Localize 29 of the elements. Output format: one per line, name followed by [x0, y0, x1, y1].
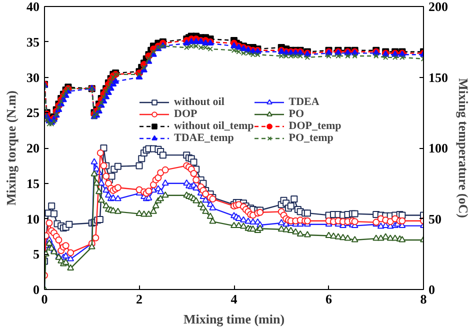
y-tick-label: 30	[26, 70, 40, 85]
legend-label: without oil_temp	[174, 120, 254, 132]
legend-label: TDAE_temp	[174, 132, 234, 144]
y-tick-label: 5	[33, 246, 40, 262]
y-tick-label: 40	[26, 0, 40, 14]
y-tick-label: 25	[26, 105, 40, 120]
y-tick-label: 10	[26, 211, 40, 226]
legend-label: DOP_temp	[288, 120, 342, 132]
legend-label: TDEA	[288, 96, 320, 108]
legend-label: without oil	[174, 96, 224, 108]
y2-tick-label: 100	[428, 140, 448, 156]
y2-tick-label: 150	[428, 70, 448, 85]
y-tick-label: 35	[26, 34, 40, 50]
y-tick-label: 15	[26, 176, 40, 191]
y2-axis-title: Mixing temperature (oC)	[456, 78, 471, 218]
x-tick-label: 4	[230, 292, 238, 306]
y2-tick-label: 50	[428, 211, 442, 226]
x-tick-label: 8	[420, 292, 428, 306]
x-tick-label: 6	[326, 292, 332, 306]
y2-tick-label: 200	[428, 0, 448, 14]
y-tick-label: 20	[26, 140, 40, 156]
y-axis-title: Mixing torque (N.m)	[4, 90, 18, 206]
legend-label: PO_temp	[288, 132, 334, 144]
legend-label: DOP	[174, 108, 198, 120]
x-axis-title: Mixing time (min)	[183, 312, 285, 326]
y2-tick-label: 0	[428, 282, 435, 297]
x-tick-label: 2	[136, 292, 142, 306]
legend-label: PO	[288, 108, 306, 120]
y-tick-label: 0	[33, 282, 40, 297]
